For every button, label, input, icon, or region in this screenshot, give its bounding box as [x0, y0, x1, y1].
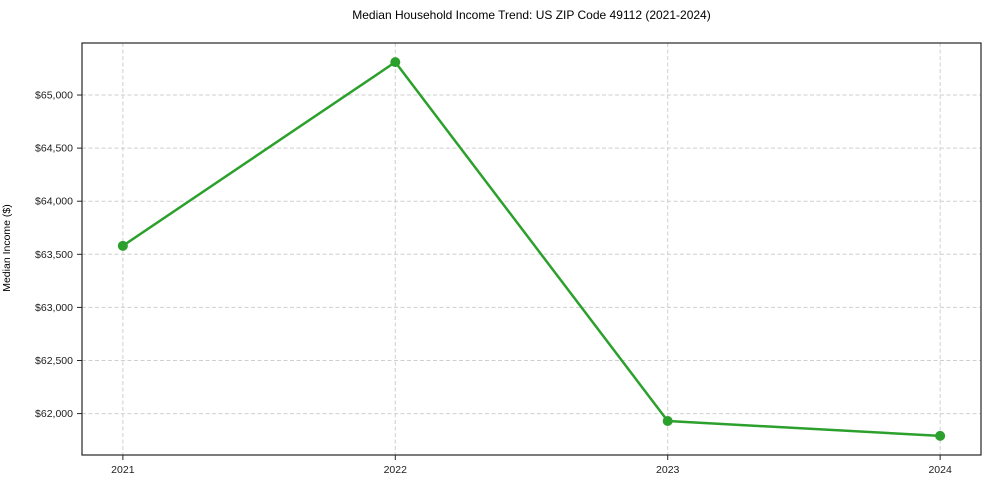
- trend-line: [121, 60, 942, 438]
- data-point-2023: [662, 416, 673, 427]
- y-tick-label: $63,000: [35, 302, 73, 314]
- plot-border: [81, 42, 982, 456]
- x-tick-label: 2022: [384, 464, 408, 476]
- y-axis-label: Median Income ($): [1, 204, 13, 292]
- y-tick-label: $62,000: [35, 408, 73, 420]
- data-point-2024: [935, 430, 946, 441]
- x-tick-label: 2021: [111, 464, 135, 476]
- y-tick-label: $65,000: [35, 90, 73, 102]
- y-tick-label: $64,000: [35, 196, 73, 208]
- y-tick-label: $63,500: [35, 249, 73, 261]
- y-tick-label: $64,500: [35, 143, 73, 155]
- x-tick-label: 2024: [928, 464, 952, 476]
- chart-title: Median Household Income Trend: US ZIP Co…: [352, 8, 711, 22]
- x-tick-label: 2023: [656, 464, 680, 476]
- y-tick-label: $62,500: [35, 355, 73, 367]
- data-point-2021: [117, 240, 128, 251]
- data-point-2022: [390, 57, 401, 68]
